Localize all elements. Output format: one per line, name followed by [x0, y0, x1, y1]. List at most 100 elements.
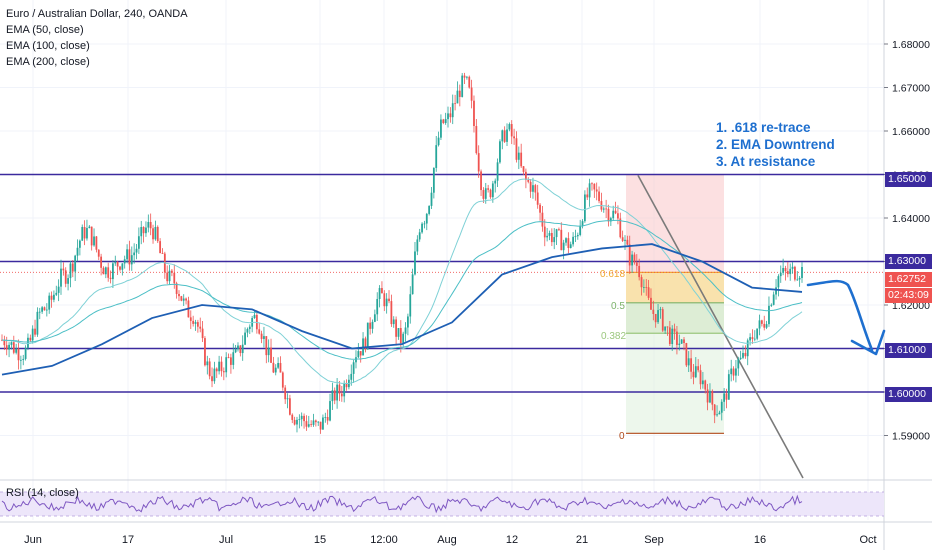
candle-body [451, 103, 454, 118]
candle-body [192, 320, 195, 324]
candle-body [473, 100, 475, 127]
candle-body [41, 307, 44, 312]
candle-body [638, 265, 641, 278]
candle-body [241, 344, 244, 354]
candle-body [130, 255, 133, 265]
y-tick-label: 1.66000 [892, 126, 930, 138]
candle-body [140, 227, 143, 237]
candle-body [789, 268, 792, 275]
candle-body [489, 189, 492, 198]
candle-body [62, 268, 65, 271]
candle-body [652, 309, 655, 314]
candle-body [220, 361, 223, 372]
candle-body [355, 357, 357, 363]
candle-body [22, 358, 25, 360]
candle-body [336, 384, 339, 401]
fib-0-label: 0 [619, 431, 625, 442]
candle-body [475, 126, 478, 154]
rsi-label: RSI (14, close) [6, 487, 79, 499]
level-tag-1.61: 1.61000 [885, 343, 932, 358]
candle-body [414, 251, 416, 275]
level-tag-1.65: 1.65000 [885, 172, 932, 187]
candle-body [90, 226, 93, 246]
candle-body [119, 266, 121, 270]
x-tick-label: Sep [644, 534, 664, 546]
candle-body [248, 326, 251, 330]
candle-body [619, 218, 622, 238]
candle-body [24, 347, 27, 359]
candle-body [484, 188, 487, 199]
candle-body [711, 390, 714, 405]
candle-body [383, 293, 386, 307]
x-tick-label: 12:00 [370, 534, 398, 546]
candle-body [749, 337, 751, 341]
x-tick-label: 21 [576, 534, 588, 546]
candle-body [687, 358, 690, 366]
candle-body [735, 368, 737, 376]
x-tick-label: Oct [859, 534, 876, 546]
candle-body [395, 319, 398, 337]
candle-body [770, 304, 773, 306]
x-tick-label: 15 [314, 534, 326, 546]
candle-body [135, 248, 138, 253]
candle-body [463, 75, 466, 78]
candle-body [532, 185, 534, 192]
candle-body [756, 328, 759, 339]
candle-body [390, 301, 393, 325]
candle-body [496, 162, 499, 181]
candle-body [310, 424, 313, 426]
candle-body [701, 380, 704, 385]
candle-body [465, 76, 468, 78]
candle-body [359, 351, 362, 356]
fib-618-zone [626, 272, 724, 303]
candle-body [307, 424, 310, 427]
candle-body [742, 352, 744, 358]
x-tick-label: Jun [24, 534, 42, 546]
candle-body [19, 359, 22, 361]
candle-body [699, 370, 702, 385]
candle-body [760, 320, 763, 324]
candle-body [593, 183, 596, 190]
trend-line [637, 174, 804, 479]
candle-body [560, 229, 563, 251]
candle-body [768, 305, 770, 325]
y-tick-label: 1.67000 [892, 83, 930, 95]
candle-body [156, 226, 159, 242]
candle-body [385, 298, 388, 307]
candle-body [397, 328, 400, 337]
candle-body [260, 333, 263, 339]
y-tick-label: 1.62000 [892, 300, 930, 312]
candle-body [48, 295, 51, 310]
candle-body [350, 373, 353, 380]
candle-body [265, 336, 268, 356]
candle-body [352, 362, 355, 374]
rsi-line [1, 494, 803, 514]
candle-body [506, 129, 508, 142]
candle-body [458, 90, 461, 97]
candle-body [553, 237, 556, 243]
candle-body [517, 152, 520, 160]
candle-body [586, 194, 589, 198]
candle-body [723, 393, 726, 402]
candle-body [621, 237, 624, 241]
candle-body [189, 317, 192, 321]
candle-body [17, 348, 20, 361]
candle-body [633, 254, 636, 263]
candle-body [213, 368, 216, 382]
candle-body [104, 267, 107, 275]
candle-body [36, 311, 39, 335]
candle-body [60, 268, 62, 287]
risk-zone [626, 174, 724, 273]
candle-body [399, 328, 402, 344]
candle-body [709, 390, 711, 403]
candle-body [211, 376, 213, 382]
candle-body [753, 338, 756, 340]
candle-body [388, 298, 390, 302]
candle-body [786, 271, 789, 275]
candle-body [86, 228, 88, 239]
candle-body [579, 225, 582, 235]
candle-body [246, 329, 249, 333]
candle-body [281, 372, 284, 388]
candle-body [440, 119, 442, 138]
